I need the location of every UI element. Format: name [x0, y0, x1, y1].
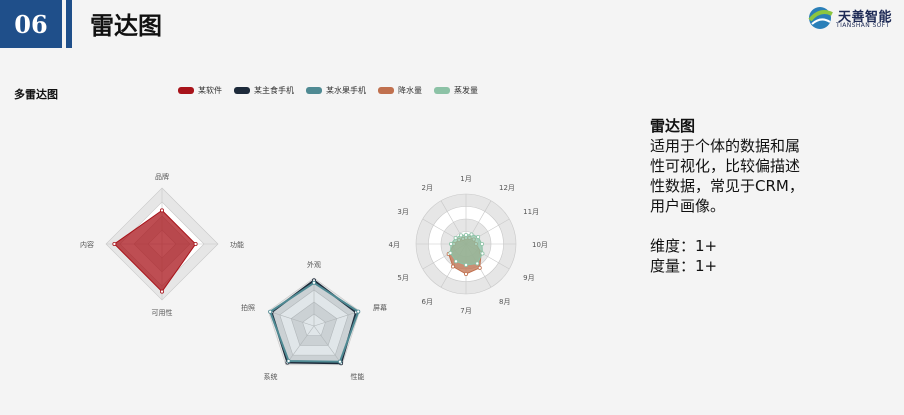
radar-2-indicator-label-10: 3月: [397, 208, 408, 216]
radar-2-indicator-label-3: 10月: [532, 241, 548, 249]
radar-0-series-0-point-3: [112, 241, 117, 246]
legend-label-1: 某主食手机: [254, 86, 294, 95]
legend-swatch-1: [234, 87, 250, 94]
slide-number: 06: [14, 9, 48, 39]
legend-swatch-2: [306, 87, 322, 94]
radar-1-series-1-point-0: [311, 280, 316, 285]
legend-item-0[interactable]: 某软件: [178, 85, 222, 96]
radar-2-indicator-label-11: 2月: [422, 184, 433, 192]
legend-item-2[interactable]: 某水果手机: [306, 85, 366, 96]
radar-0-indicator-label-3: 内容: [80, 240, 94, 249]
radar-2-indicator-label-0: 1月: [460, 175, 471, 183]
dimension-text: 维度：1+: [650, 237, 718, 255]
radar-2-series-1-point-11: [458, 233, 463, 238]
legend-swatch-0: [178, 87, 194, 94]
radar-2-series-0-point-6: [463, 271, 468, 276]
legend-label-0: 某软件: [198, 86, 222, 95]
radar-1-indicator-label-2: 性能: [350, 372, 364, 381]
title-accent-bar: [66, 0, 72, 48]
radar-2-indicator-label-2: 11月: [523, 208, 539, 216]
radar-2-series-0-point-5: [477, 265, 482, 270]
description-title: 雷达图: [650, 117, 696, 135]
radar-2-indicator-label-1: 12月: [499, 184, 515, 192]
radar-1-axis-4: [268, 310, 315, 327]
description-panel: 雷达图 适用于个体的数据和属 性可视化，比较偏描述 性数据，常见于CRM， 用户…: [650, 116, 840, 276]
radar-2-indicator-label-7: 6月: [422, 298, 433, 306]
legend-item-4[interactable]: 蒸发量: [434, 85, 478, 96]
radar-2-series-1-point-7: [453, 259, 458, 264]
brand-logo-icon: [808, 7, 833, 29]
brand-subtitle: TIANSHAN SOFT: [836, 22, 890, 29]
radar-1-axis-2: [313, 325, 343, 366]
brand-name: 天善智能: [838, 10, 893, 25]
legend-label-4: 蒸发量: [454, 86, 478, 95]
radar-1-axis-3: [285, 325, 315, 366]
slide-number-badge: 06: [0, 0, 62, 48]
legend-swatch-4: [434, 87, 450, 94]
legend-label-2: 某水果手机: [326, 86, 366, 95]
legend-item-1[interactable]: 某主食手机: [234, 85, 294, 96]
radar-2-series-1-point-1: [469, 232, 474, 237]
radar-0-series-0-point-2: [159, 289, 164, 294]
chart-legend: 某软件 某主食手机 某水果手机 降水量 蒸发量: [178, 85, 478, 96]
description-line-2: 性数据，常见于CRM，: [650, 177, 804, 195]
description-line-3: 用户画像。: [650, 197, 726, 215]
radar-2-series-1-point-2: [476, 234, 481, 239]
description-line-0: 适用于个体的数据和属: [650, 137, 801, 155]
radar-1-series-1-point-4: [268, 309, 273, 314]
radar-1-series-1-area: [268, 281, 360, 363]
panel-label: 多雷达图: [14, 88, 58, 101]
legend-label-3: 降水量: [398, 86, 422, 95]
radar-1-series-1-point-3: [286, 358, 291, 363]
radar-2-series-1-point-5: [475, 261, 480, 266]
radar-2-indicator-label-9: 4月: [389, 241, 400, 249]
radar-1-indicator-label-1: 屏幕: [373, 303, 387, 312]
radar-1-indicator-label-0: 外观: [307, 260, 321, 269]
radar-1-series-1-point-1: [356, 309, 361, 314]
radar-2-indicator-label-5: 8月: [499, 298, 510, 306]
radar-2-series-1-point-10: [453, 235, 458, 240]
legend-item-3[interactable]: 降水量: [378, 85, 422, 96]
radar-2-indicator-label-6: 7月: [460, 307, 471, 315]
radar-2-indicator-label-4: 9月: [523, 274, 534, 282]
radar-1-indicator-label-4: 拍照: [241, 303, 255, 312]
slide-title: 雷达图: [90, 12, 162, 40]
radar-1-axis-1: [313, 310, 360, 327]
radar-1-series-1-point-2: [337, 359, 342, 364]
radar-0-indicator-label-2: 可用性: [152, 308, 173, 317]
radar-0-indicator-label-1: 功能: [230, 240, 244, 249]
radar-1-indicator-label-3: 系统: [264, 372, 278, 381]
radar-2-series-1-point-3: [479, 241, 484, 246]
radar-2-series-1-point-9: [448, 241, 453, 246]
radar-2-series-1-point-6: [463, 262, 468, 267]
description-line-1: 性可视化，比较偏描述: [650, 157, 801, 175]
legend-swatch-3: [378, 87, 394, 94]
radar-2-series-1-point-0: [463, 232, 468, 237]
radar-2-indicator-label-8: 5月: [397, 274, 408, 282]
radar-0-series-0-point-1: [193, 241, 198, 246]
radar-2-series-1-point-4: [480, 251, 485, 256]
radar-2-series-0-point-7: [450, 264, 455, 269]
radar-0-series-0-point-0: [159, 208, 164, 213]
radar-2-series-1-point-8: [448, 250, 453, 255]
radar-0-indicator-label-0: 品牌: [155, 172, 169, 181]
measure-text: 度量：1+: [650, 257, 718, 275]
